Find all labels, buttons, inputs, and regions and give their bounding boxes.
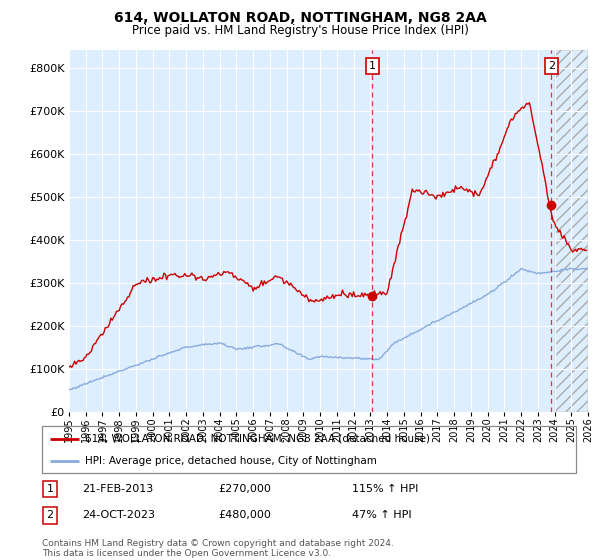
Text: 1: 1 <box>47 484 53 494</box>
Text: 24-OCT-2023: 24-OCT-2023 <box>82 510 155 520</box>
Text: 614, WOLLATON ROAD, NOTTINGHAM, NG8 2AA (detached house): 614, WOLLATON ROAD, NOTTINGHAM, NG8 2AA … <box>85 434 430 444</box>
Text: 2: 2 <box>46 510 53 520</box>
Text: 2: 2 <box>548 61 555 71</box>
Bar <box>554 50 588 412</box>
Text: 1: 1 <box>369 61 376 71</box>
Text: 115% ↑ HPI: 115% ↑ HPI <box>352 484 418 494</box>
Text: 21-FEB-2013: 21-FEB-2013 <box>82 484 154 494</box>
Text: 614, WOLLATON ROAD, NOTTINGHAM, NG8 2AA: 614, WOLLATON ROAD, NOTTINGHAM, NG8 2AA <box>113 11 487 25</box>
Text: £480,000: £480,000 <box>218 510 271 520</box>
Text: £270,000: £270,000 <box>218 484 271 494</box>
Text: Contains HM Land Registry data © Crown copyright and database right 2024.
This d: Contains HM Land Registry data © Crown c… <box>42 539 394 558</box>
Text: HPI: Average price, detached house, City of Nottingham: HPI: Average price, detached house, City… <box>85 456 377 466</box>
Text: Price paid vs. HM Land Registry's House Price Index (HPI): Price paid vs. HM Land Registry's House … <box>131 24 469 36</box>
Text: 47% ↑ HPI: 47% ↑ HPI <box>352 510 412 520</box>
